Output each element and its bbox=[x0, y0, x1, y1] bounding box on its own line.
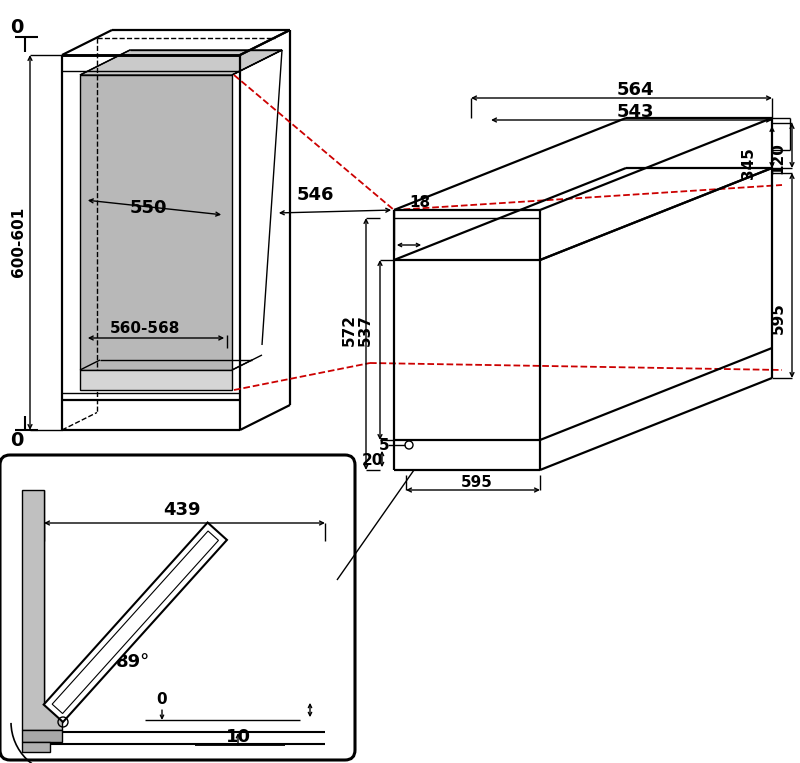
Polygon shape bbox=[22, 742, 50, 752]
Text: 10: 10 bbox=[226, 728, 250, 746]
Text: 600-601: 600-601 bbox=[11, 207, 26, 277]
Text: 120: 120 bbox=[770, 142, 786, 174]
Text: 20: 20 bbox=[362, 452, 382, 468]
FancyBboxPatch shape bbox=[0, 455, 355, 760]
Text: 595: 595 bbox=[461, 475, 493, 490]
Polygon shape bbox=[80, 75, 232, 370]
Text: 564: 564 bbox=[616, 81, 654, 99]
Polygon shape bbox=[44, 523, 227, 722]
Polygon shape bbox=[22, 490, 62, 730]
Text: 595: 595 bbox=[770, 302, 786, 334]
Polygon shape bbox=[80, 370, 232, 390]
Polygon shape bbox=[80, 50, 282, 75]
Text: 89°: 89° bbox=[116, 653, 150, 671]
Text: 543: 543 bbox=[616, 103, 654, 121]
Text: 0: 0 bbox=[10, 18, 24, 37]
Text: 5: 5 bbox=[378, 437, 390, 452]
Text: 560-568: 560-568 bbox=[110, 320, 180, 336]
Text: 439: 439 bbox=[163, 501, 201, 519]
Text: 572: 572 bbox=[342, 314, 357, 346]
Polygon shape bbox=[22, 730, 62, 742]
Text: 18: 18 bbox=[410, 195, 430, 210]
Text: 546: 546 bbox=[296, 186, 334, 204]
Text: 0: 0 bbox=[10, 430, 24, 449]
Text: 550: 550 bbox=[130, 199, 166, 217]
Text: 345: 345 bbox=[741, 147, 755, 179]
Text: 0: 0 bbox=[157, 693, 167, 707]
Text: 537: 537 bbox=[358, 314, 373, 346]
